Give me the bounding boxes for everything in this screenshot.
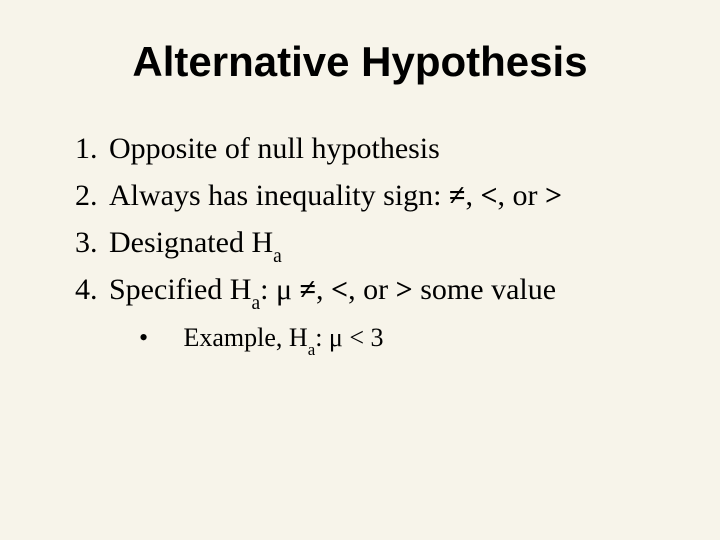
item-text: Designated Ha [109, 226, 282, 259]
item-text: Specified Ha: μ ≠, <, or > some value [109, 273, 556, 306]
list-item: Specified Ha: μ ≠, <, or > some value Ex… [105, 267, 670, 357]
slide: Alternative Hypothesis Opposite of null … [0, 0, 720, 540]
item-text: Always has inequality sign: ≠, <, or > [109, 179, 562, 212]
list-item: Always has inequality sign: ≠, <, or > [105, 173, 670, 218]
item-text: Opposite of null hypothesis [109, 132, 440, 165]
main-list: Opposite of null hypothesis Always has i… [70, 126, 670, 357]
list-item: Designated Ha [105, 220, 670, 265]
slide-title: Alternative Hypothesis [50, 38, 670, 86]
sub-list-item: Example, Ha: μ < 3 [139, 318, 670, 357]
list-item: Opposite of null hypothesis [105, 126, 670, 171]
sub-item-text: Example, Ha: μ < 3 [184, 323, 384, 352]
sub-list: Example, Ha: μ < 3 [109, 318, 670, 357]
